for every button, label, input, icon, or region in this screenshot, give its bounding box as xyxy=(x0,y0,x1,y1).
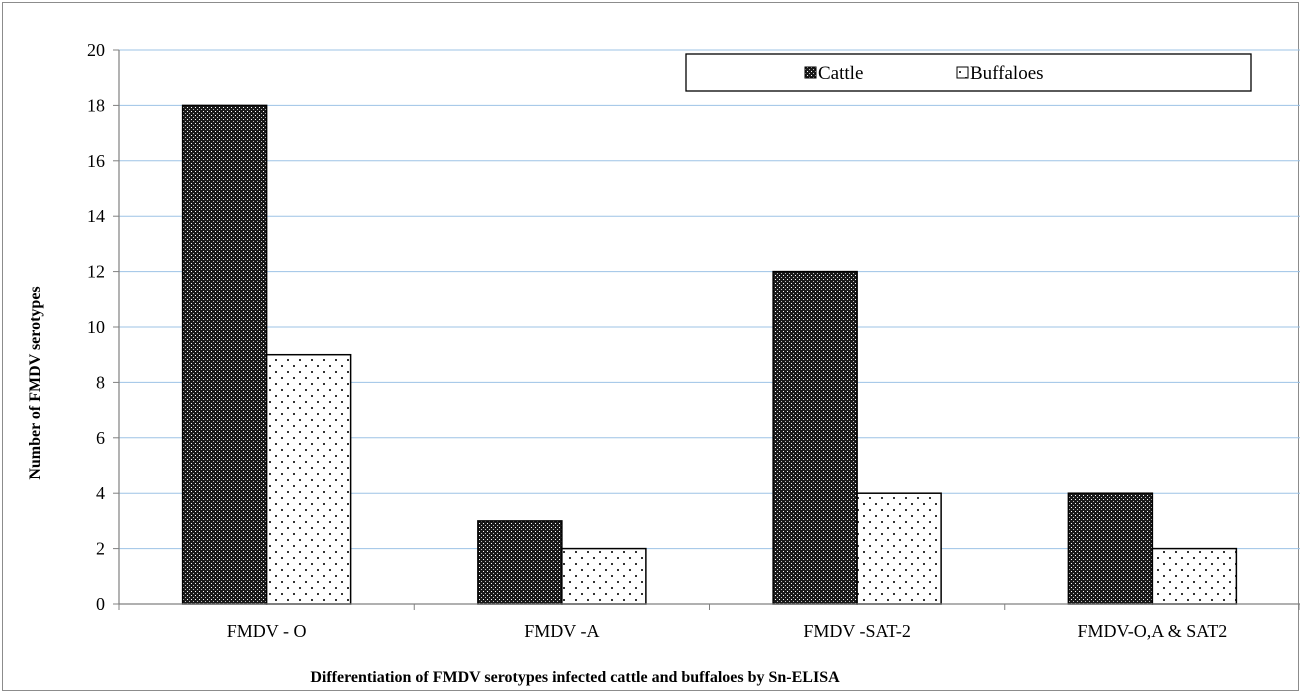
bar-buffaloes-1 xyxy=(561,547,647,605)
y-tick-label-18: 18 xyxy=(87,95,105,115)
y-tick-label-0: 0 xyxy=(96,594,105,614)
legend-label-cattle: Cattle xyxy=(818,63,863,84)
y-tick-label-14: 14 xyxy=(87,206,105,226)
x-axis-title: Differentiation of FMDV serotypes infect… xyxy=(310,669,840,686)
bar-cattle-0 xyxy=(181,104,268,605)
axes xyxy=(113,49,1300,610)
bar-cattle-3 xyxy=(1067,492,1154,605)
y-tick-label-20: 20 xyxy=(87,40,105,60)
legend-label-buffaloes: Buffaloes xyxy=(970,63,1044,84)
bar-buffaloes-3 xyxy=(1151,547,1238,605)
y-axis-title: Number of FMDV serotypes xyxy=(27,286,44,479)
x-tick-label-1: FMDV -A xyxy=(524,621,599,641)
bar-cattle-1 xyxy=(477,520,563,605)
bar-chart: 0 2 4 6 8 10 12 14 16 18 20 FMDV - O FMDV -A FMDV -S… xyxy=(27,40,1300,686)
bars xyxy=(181,104,1238,605)
y-tick-label-2: 2 xyxy=(96,539,105,559)
bar-cattle-2 xyxy=(772,270,858,605)
y-tick-label-4: 4 xyxy=(96,483,105,503)
y-tick-label-16: 16 xyxy=(87,151,105,171)
x-tick-labels: FMDV - O FMDV -A FMDV -SAT-2 FMDV-O,A & SAT… xyxy=(227,621,1228,641)
y-tick-labels: 0 2 4 6 8 10 12 14 16 18 20 xyxy=(87,40,105,614)
x-tick-label-2: FMDV -SAT-2 xyxy=(803,621,911,641)
legend: Cattle Buffaloes xyxy=(685,53,1252,92)
x-tick-label-3: FMDV-O,A & SAT2 xyxy=(1077,621,1227,641)
x-tick-label-0: FMDV - O xyxy=(227,621,307,641)
legend-swatch-buffaloes xyxy=(956,66,969,79)
y-tick-label-8: 8 xyxy=(96,372,105,392)
y-tick-label-10: 10 xyxy=(87,317,105,337)
bar-buffaloes-2 xyxy=(856,492,942,605)
y-tick-label-12: 12 xyxy=(87,262,105,282)
legend-swatch-cattle xyxy=(804,66,817,79)
y-tick-label-6: 6 xyxy=(96,428,105,448)
bar-buffaloes-0 xyxy=(265,353,352,605)
